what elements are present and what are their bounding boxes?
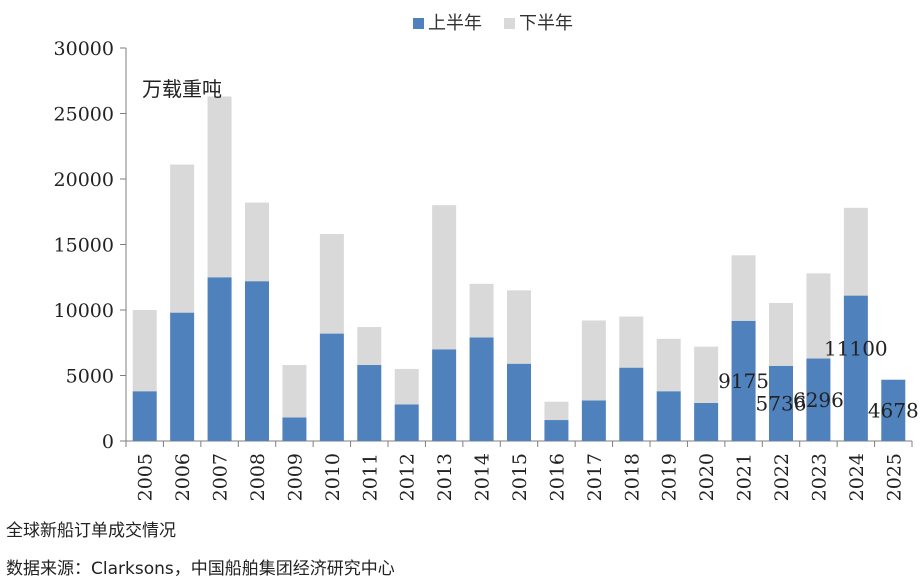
y-tick-label: 5000 (66, 366, 114, 388)
bar-first-half-2020 (694, 403, 719, 441)
bar-first-half-2019 (656, 391, 681, 441)
x-tick-label-2022: 2022 (771, 453, 793, 501)
x-tick-label-2019: 2019 (659, 453, 681, 501)
x-tick-label-2015: 2015 (509, 453, 531, 501)
x-tick-label-2013: 2013 (434, 453, 456, 501)
bar-second-half-2012 (394, 368, 419, 405)
x-tick-label-2011: 2011 (359, 453, 381, 501)
bar-first-half-2021 (731, 320, 756, 441)
x-tick-label-2021: 2021 (734, 453, 756, 501)
bar-second-half-2009 (282, 365, 307, 418)
x-tick-label-2012: 2012 (397, 453, 419, 501)
bar-second-half-2017 (581, 320, 606, 401)
bar-first-half-2013 (432, 349, 457, 441)
bar-second-half-2005 (132, 310, 157, 392)
bar-first-half-2018 (619, 367, 644, 441)
bar-second-half-2007 (207, 96, 232, 278)
bar-first-half-2012 (394, 404, 419, 441)
bar-second-half-2022 (769, 302, 793, 366)
bar-second-half-2010 (319, 234, 344, 334)
bar-first-half-2006 (170, 312, 195, 441)
y-tick-label: 30000 (54, 38, 114, 60)
x-tick-label-2006: 2006 (172, 453, 194, 501)
y-tick-label: 15000 (54, 235, 114, 257)
bar-first-half-2017 (581, 400, 606, 441)
source-caption: 数据来源：Clarksons，中国船舶集团经济研究中心 (6, 559, 395, 579)
bar-second-half-2008 (245, 202, 269, 282)
legend-swatch-second-half (504, 18, 515, 29)
bar-first-half-2016 (544, 420, 569, 441)
x-tick-label-2018: 2018 (621, 453, 643, 501)
bar-first-half-2023 (806, 358, 831, 441)
bar-second-half-2018 (619, 316, 644, 368)
y-tick-label: 10000 (54, 300, 114, 322)
data-label-2024: 11100 (824, 337, 888, 361)
bar-second-half-2014 (469, 283, 494, 338)
x-tick-label-2008: 2008 (247, 453, 269, 501)
x-tick-label-2016: 2016 (546, 453, 568, 501)
bar-second-half-2016 (544, 401, 569, 421)
bar-first-half-2007 (207, 277, 232, 441)
bar-second-half-2020 (694, 346, 719, 404)
data-label-2023: 6296 (793, 388, 844, 412)
x-tick-label-2014: 2014 (472, 453, 494, 501)
bar-first-half-2022 (769, 365, 793, 441)
y-tick-label: 20000 (54, 169, 114, 191)
data-label-2021: 9175 (718, 369, 769, 393)
bar-first-half-2014 (469, 337, 494, 441)
unit-label: 万载重吨 (142, 77, 222, 101)
x-tick-label-2025: 2025 (883, 453, 905, 501)
x-tick-label-2023: 2023 (808, 453, 830, 501)
bar-second-half-2024 (843, 207, 868, 296)
y-tick-label: 25000 (54, 104, 114, 126)
bar-second-half-2015 (507, 290, 531, 364)
stacked-bar-chart: 0 5000 10000 15000 20000 25000 30000 2005 2006 20… (54, 13, 919, 501)
y-tick-label: 0 (102, 431, 114, 453)
bar-second-half-2023 (806, 273, 831, 359)
bar-second-half-2011 (357, 327, 382, 366)
x-tick-label-2010: 2010 (322, 453, 344, 501)
bar-first-half-2005 (132, 391, 157, 441)
bar-first-half-2011 (357, 365, 382, 441)
bar-second-half-2021 (731, 255, 756, 321)
x-tick-label-2007: 2007 (210, 453, 232, 501)
bar-second-half-2006 (170, 164, 195, 313)
x-tick-label-2005: 2005 (135, 453, 157, 501)
bar-second-half-2013 (432, 205, 457, 350)
x-tick-label-2009: 2009 (284, 453, 306, 501)
legend-swatch-first-half (413, 18, 424, 29)
bar-first-half-2025 (881, 379, 906, 441)
bar-first-half-2009 (282, 417, 307, 441)
chart-title-caption: 全球新船订单成交情况 (6, 521, 176, 541)
x-tick-label-2020: 2020 (696, 453, 718, 501)
x-tick-label-2017: 2017 (584, 453, 606, 501)
bar-first-half-2008 (245, 281, 269, 441)
legend-label-first-half: 上半年 (428, 13, 482, 34)
x-tick-label-2024: 2024 (846, 453, 868, 501)
bar-second-half-2019 (656, 338, 681, 392)
data-label-2025: 4678 (868, 398, 919, 422)
bar-first-half-2015 (507, 363, 531, 441)
bar-first-half-2010 (319, 333, 344, 441)
legend-label-second-half: 下半年 (519, 13, 573, 34)
data-label-2022: 5736 (756, 391, 807, 415)
bar-first-half-2024 (843, 295, 868, 441)
